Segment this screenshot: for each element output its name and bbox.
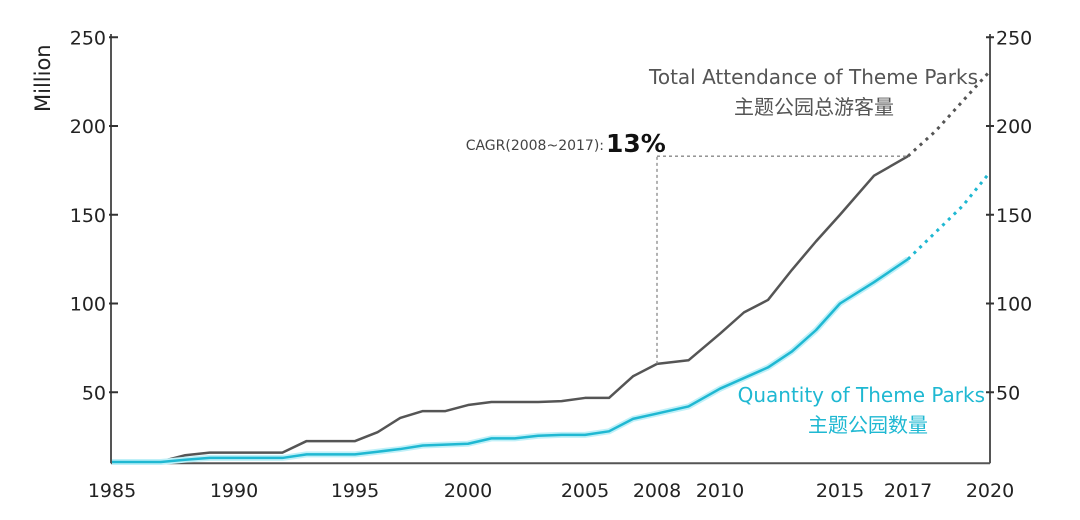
x-tick-label: 2020 [966,480,1014,502]
attendance-series-label-zh: 主题公园总游客量 [734,95,894,119]
x-tick-label: 2015 [816,480,864,502]
left-y-tick-label: 200 [70,116,106,138]
quantity-line [112,258,909,464]
right-y-tick-label: 150 [996,205,1032,227]
x-tick-label: 2000 [444,480,492,502]
right-y-tick-label: 250 [996,27,1032,49]
x-tick-label: 2005 [561,480,609,502]
quantity-line-glow [112,256,910,466]
attendance-projection-line [906,69,992,158]
x-tick-label: 1995 [331,480,379,502]
left-y-tick-label: 250 [70,27,106,49]
right-y-tick-label: 200 [996,116,1032,138]
y-axis-label: Million [31,44,55,112]
x-tick-label: 2010 [696,480,744,502]
x-tick-label: 2017 [884,480,932,502]
cagr-label: CAGR(2008~2017): [466,138,604,154]
right-y-tick-label: 100 [996,294,1032,316]
quantity-series-label-zh: 主题公园数量 [808,413,928,437]
x-tick-label: 1985 [88,480,136,502]
left-y-tick-label: 100 [70,294,106,316]
cagr-value: 13% [606,129,666,158]
x-tick-label: 2008 [633,480,681,502]
quantity-projection-line [906,171,992,261]
attendance-series-label: Total Attendance of Theme Parks [648,65,978,89]
x-tick-label: 1990 [210,480,258,502]
attendance-line [112,155,909,464]
quantity-series-label: Quantity of Theme Parks [738,383,985,407]
left-y-tick-label: 50 [82,382,106,404]
right-y-tick-label: 50 [996,382,1020,404]
left-y-tick-label: 150 [70,205,106,227]
